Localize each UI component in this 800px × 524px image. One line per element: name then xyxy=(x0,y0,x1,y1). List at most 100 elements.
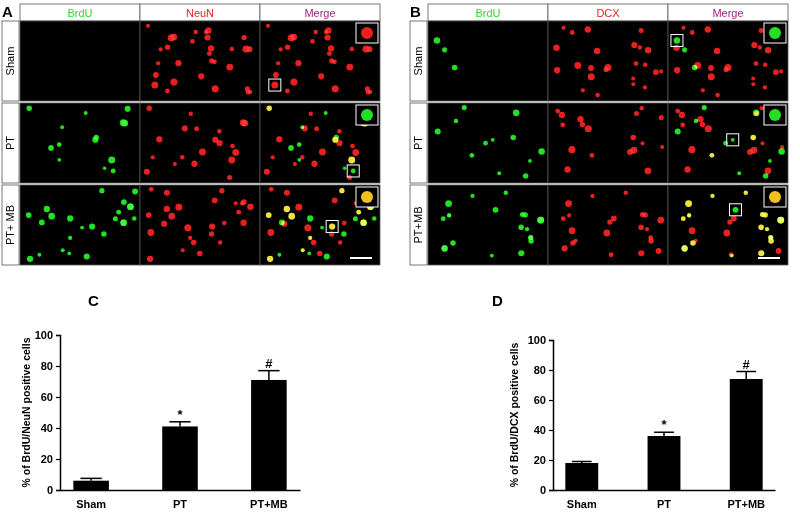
green-cell xyxy=(523,173,529,179)
green-cell xyxy=(348,157,355,164)
row-label: PT xyxy=(412,136,424,150)
green-cell xyxy=(108,157,115,164)
red-cell xyxy=(295,204,302,211)
x-tick-label: PT xyxy=(173,498,187,510)
inset-cell xyxy=(361,191,373,203)
red-cell xyxy=(714,48,720,54)
red-cell xyxy=(643,62,648,67)
green-cell xyxy=(518,224,524,230)
micrograph xyxy=(140,21,260,101)
micrograph-background xyxy=(260,185,380,265)
red-cell xyxy=(212,85,219,92)
y-tick-label: 80 xyxy=(534,364,546,376)
red-cell xyxy=(567,213,571,217)
significance-marker: * xyxy=(177,407,183,422)
inset xyxy=(764,105,786,125)
green-cell xyxy=(528,235,533,240)
red-cell xyxy=(763,62,768,67)
inset-cell xyxy=(769,191,781,203)
green-cell xyxy=(48,213,55,220)
significance-marker: * xyxy=(661,417,667,432)
green-cell xyxy=(360,220,366,226)
red-cell xyxy=(284,190,290,196)
cells xyxy=(26,188,138,262)
error-bar xyxy=(268,371,270,380)
red-cell xyxy=(191,161,197,167)
red-cell xyxy=(165,89,170,94)
red-cell xyxy=(638,45,642,49)
green-cell xyxy=(435,128,441,134)
red-cell xyxy=(640,141,644,145)
green-cell xyxy=(360,220,366,226)
column-header: BrdU xyxy=(475,7,500,19)
red-cell xyxy=(146,212,152,218)
red-cell xyxy=(765,227,769,231)
green-cell xyxy=(84,254,90,260)
red-cell xyxy=(352,149,359,156)
green-cell xyxy=(89,223,95,229)
y-tick-mark xyxy=(56,459,60,460)
red-cell xyxy=(284,206,290,212)
red-cell xyxy=(568,146,575,153)
red-cell xyxy=(279,47,283,51)
green-cell xyxy=(61,248,65,252)
red-cell xyxy=(170,79,177,86)
micrograph xyxy=(20,185,140,265)
y-tick-mark xyxy=(56,428,60,429)
red-cell xyxy=(679,112,685,118)
green-cell xyxy=(768,235,773,240)
red-cell xyxy=(194,126,199,131)
red-cell xyxy=(311,161,317,167)
green-cell xyxy=(434,37,441,44)
red-cell xyxy=(332,85,339,92)
green-cell xyxy=(441,245,447,251)
red-cell xyxy=(349,47,354,52)
y-axis: 020406080100 xyxy=(35,329,61,496)
green-cell xyxy=(307,251,311,255)
green-cell xyxy=(675,128,681,134)
y-tick-label: 60 xyxy=(41,391,53,403)
row-label-cell xyxy=(2,185,19,265)
red-cell xyxy=(236,210,241,215)
green-cell xyxy=(537,217,544,224)
red-cell xyxy=(324,34,330,40)
green-cell xyxy=(758,224,764,230)
red-cell xyxy=(754,61,759,66)
red-cell xyxy=(273,72,279,78)
y-tick-mark xyxy=(549,340,553,341)
red-cell xyxy=(611,215,617,221)
red-cell xyxy=(180,155,185,160)
y-tick-mark xyxy=(549,460,553,461)
red-cell xyxy=(207,51,212,56)
green-cell xyxy=(710,194,714,198)
plot-area xyxy=(565,372,762,491)
red-cell xyxy=(285,89,290,94)
red-cell xyxy=(561,216,566,221)
x-tick-label: PT+MB xyxy=(250,498,288,510)
red-cell xyxy=(348,157,355,164)
y-tick: 100 xyxy=(528,334,553,346)
red-cell xyxy=(585,125,592,132)
green-cell xyxy=(470,194,474,198)
y-tick: 60 xyxy=(41,391,60,403)
red-cell xyxy=(759,28,764,33)
scale-bar xyxy=(758,257,780,259)
red-cell xyxy=(311,240,316,245)
red-cell xyxy=(708,73,715,80)
bar xyxy=(251,380,287,490)
red-cell xyxy=(684,166,690,172)
red-cell xyxy=(276,61,280,65)
micrograph-background xyxy=(668,103,788,183)
red-cell xyxy=(685,200,692,207)
red-cell xyxy=(309,112,313,116)
inset xyxy=(356,187,378,207)
green-cell xyxy=(57,142,62,147)
micrograph xyxy=(20,21,140,101)
red-cell xyxy=(290,79,297,86)
red-cell xyxy=(173,162,177,166)
red-cell xyxy=(594,48,600,54)
red-cell xyxy=(681,245,687,251)
red-cell xyxy=(561,26,565,30)
y-tick: 0 xyxy=(47,484,60,496)
red-cell xyxy=(580,122,586,128)
